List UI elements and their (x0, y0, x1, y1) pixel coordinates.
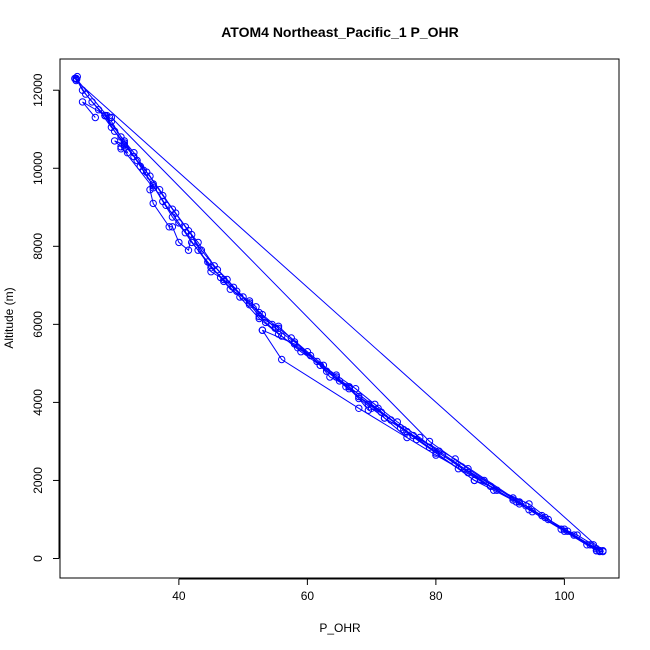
data-point (117, 143, 125, 151)
data-point (268, 320, 276, 329)
chart-title: ATOM4 Northeast_Pacific_1 P_OHR (221, 24, 459, 40)
data-point (175, 238, 183, 247)
series-line (73, 75, 605, 552)
x-tick-label: 40 (172, 589, 186, 603)
data-point (380, 414, 389, 422)
x-axis: 40 60 80 100 (172, 578, 575, 603)
data-point (274, 322, 283, 330)
data-point (451, 455, 459, 463)
data-point (101, 111, 109, 120)
data-point (175, 219, 183, 227)
data-point (403, 428, 411, 436)
x-tick-label: 60 (301, 589, 315, 603)
y-axis-label: Altitude (m) (2, 287, 16, 348)
data-point (316, 361, 324, 369)
x-axis-label: P_OHR (319, 621, 361, 635)
data-point (345, 383, 353, 391)
plot-frame (59, 58, 620, 579)
data-point (306, 351, 315, 360)
data-point (245, 297, 254, 305)
data-point (464, 465, 472, 473)
data-point (110, 137, 119, 145)
data-point (425, 437, 434, 446)
data-point (226, 285, 235, 293)
data-point (105, 113, 114, 122)
data-point (73, 75, 81, 84)
y-tick-label: 4000 (31, 389, 45, 416)
y-tick-label: 0 (31, 555, 45, 562)
data-point (255, 312, 263, 321)
data-point (162, 201, 170, 210)
data-point (216, 273, 225, 282)
y-tick-label: 2000 (31, 467, 45, 494)
data-point (184, 246, 193, 254)
x-tick-label: 80 (429, 589, 443, 603)
data-point (528, 508, 536, 516)
series-7 (107, 113, 604, 555)
series-layer (71, 72, 607, 556)
data-point (326, 373, 334, 381)
data-point (78, 98, 87, 106)
y-axis: 0 2000 4000 6000 8000 10000 12000 (31, 73, 60, 562)
data-point (332, 371, 340, 379)
x-tick-label: 100 (554, 589, 574, 603)
data-point (155, 186, 164, 194)
data-point (149, 180, 157, 188)
data-point (560, 527, 569, 535)
y-tick-label: 8000 (31, 233, 45, 260)
data-point (181, 223, 190, 231)
data-point (470, 476, 479, 485)
data-point (525, 500, 533, 508)
data-point (149, 199, 157, 208)
data-point (123, 149, 132, 157)
data-point (486, 482, 495, 490)
data-point (91, 113, 100, 122)
y-tick-label: 10000 (31, 151, 45, 185)
data-point (165, 223, 173, 231)
y-tick-label: 6000 (31, 311, 45, 338)
series-8 (71, 72, 607, 556)
data-point (146, 186, 154, 194)
data-point (168, 223, 177, 231)
data-point (207, 268, 215, 276)
data-point (258, 326, 267, 334)
data-point (403, 433, 411, 442)
data-point (374, 404, 382, 412)
data-point (364, 406, 373, 414)
data-point (596, 547, 604, 556)
data-point (120, 137, 129, 145)
data-point (245, 299, 254, 307)
data-point (515, 498, 524, 506)
y-tick-label: 12000 (31, 73, 45, 107)
data-point (107, 113, 116, 122)
data-point (355, 404, 363, 412)
series-line (111, 117, 600, 552)
data-point (599, 547, 607, 556)
data-point (252, 303, 260, 311)
data-point (188, 238, 196, 247)
data-point (188, 230, 196, 239)
data-point (278, 355, 286, 364)
data-point (136, 162, 145, 171)
